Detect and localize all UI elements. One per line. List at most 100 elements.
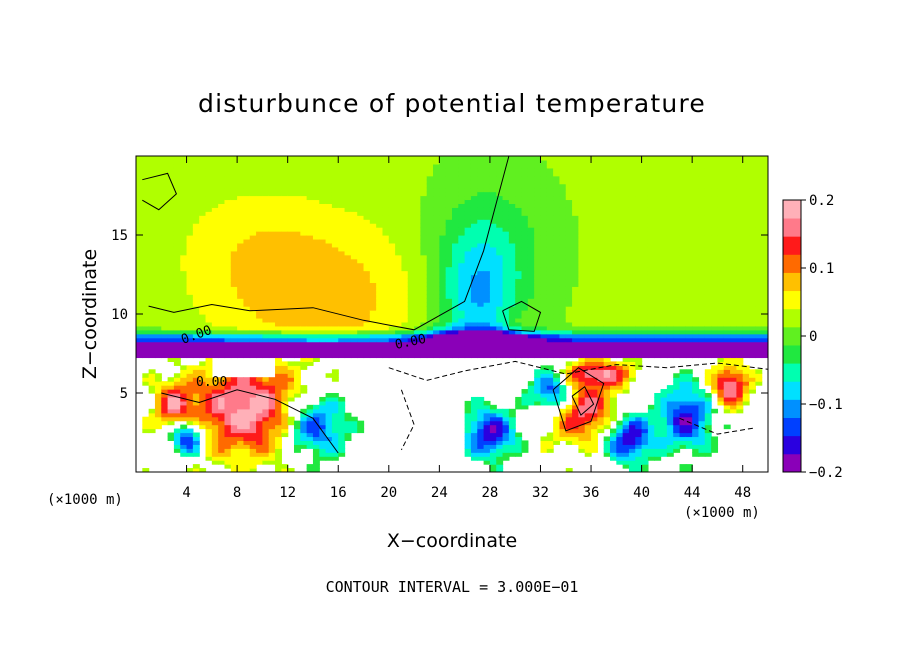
field-cell <box>470 235 478 240</box>
field-cell <box>154 389 162 394</box>
field-cell <box>445 203 453 208</box>
field-cell <box>591 432 598 438</box>
field-cell <box>275 365 282 370</box>
field-cell <box>559 250 567 256</box>
field-cell <box>180 250 188 256</box>
field-cell <box>610 167 617 173</box>
field-cell <box>540 246 548 252</box>
field-cell <box>173 203 181 208</box>
field-cell <box>186 219 194 224</box>
field-cell <box>205 306 213 311</box>
field-cell <box>268 270 276 276</box>
field-cell <box>186 215 194 220</box>
field-cell <box>452 290 459 295</box>
field-cell <box>218 231 226 236</box>
field-cell <box>357 227 365 232</box>
field-cell <box>211 163 219 169</box>
field-cell <box>249 175 257 181</box>
field-cell <box>553 373 561 378</box>
field-cell <box>211 286 219 291</box>
field-cell <box>142 416 150 422</box>
field-cell <box>597 325 605 331</box>
field-cell <box>584 211 592 216</box>
field-cell <box>325 444 333 449</box>
field-cell <box>376 171 384 177</box>
field-cell <box>319 294 327 299</box>
field-cell <box>559 337 567 343</box>
field-cell <box>218 436 226 441</box>
field-cell <box>148 385 156 390</box>
field-cell <box>534 238 542 244</box>
field-cell <box>458 290 466 295</box>
field-cell <box>610 353 617 359</box>
field-cell <box>161 219 169 224</box>
field-cell <box>591 369 598 374</box>
field-cell <box>357 274 365 280</box>
field-cell <box>534 195 542 201</box>
field-cell <box>395 250 403 256</box>
field-cell <box>243 235 251 240</box>
field-cell <box>256 242 263 248</box>
field-cell <box>199 396 207 402</box>
field-cell <box>610 341 617 347</box>
field-cell <box>591 302 598 307</box>
field-cell <box>489 231 497 236</box>
field-cell <box>363 250 371 256</box>
field-cell <box>597 404 605 410</box>
field-cell <box>464 223 472 228</box>
field-cell <box>350 211 358 216</box>
field-cell <box>243 270 251 276</box>
field-cell <box>148 254 156 260</box>
field-cell <box>616 266 624 272</box>
field-cell <box>553 223 561 228</box>
field-cell <box>433 179 440 185</box>
field-cell <box>395 235 403 240</box>
field-cell <box>483 333 491 339</box>
field-cell <box>483 219 491 224</box>
field-cell <box>508 341 516 347</box>
field-cell <box>559 408 567 414</box>
field-cell <box>211 211 219 216</box>
field-cell <box>218 460 226 465</box>
field-cell <box>515 325 523 331</box>
field-cell <box>559 219 567 224</box>
field-cell <box>180 159 188 165</box>
field-cell <box>173 377 181 382</box>
field-cell <box>154 175 162 181</box>
field-cell <box>338 211 346 216</box>
field-cell <box>281 389 289 394</box>
field-cell <box>521 353 529 359</box>
field-cell <box>414 294 421 299</box>
field-cell <box>584 428 592 434</box>
field-cell <box>306 203 314 208</box>
field-cell <box>584 156 592 161</box>
field-cell <box>312 357 320 362</box>
field-cell <box>268 310 276 315</box>
field-cell <box>312 424 320 430</box>
field-cell <box>483 223 491 228</box>
field-cell <box>382 325 390 331</box>
field-cell <box>136 353 143 359</box>
field-cell <box>331 254 339 260</box>
field-cell <box>591 400 598 406</box>
field-cell <box>433 235 440 240</box>
field-cell <box>439 266 447 272</box>
field-cell <box>527 290 535 295</box>
field-cell <box>312 460 320 465</box>
field-cell <box>249 254 257 260</box>
field-cell <box>331 203 339 208</box>
field-cell <box>553 203 561 208</box>
field-cell <box>426 235 434 240</box>
field-cell <box>363 321 371 327</box>
field-cell <box>338 432 346 438</box>
field-cell <box>622 452 630 457</box>
field-cell <box>426 353 434 359</box>
field-cell <box>546 444 554 449</box>
field-cell <box>218 274 226 280</box>
field-cell <box>205 432 213 438</box>
field-cell <box>325 207 333 212</box>
field-cell <box>559 436 567 441</box>
field-cell <box>262 159 270 165</box>
field-cell <box>325 321 333 327</box>
field-cell <box>262 440 270 445</box>
